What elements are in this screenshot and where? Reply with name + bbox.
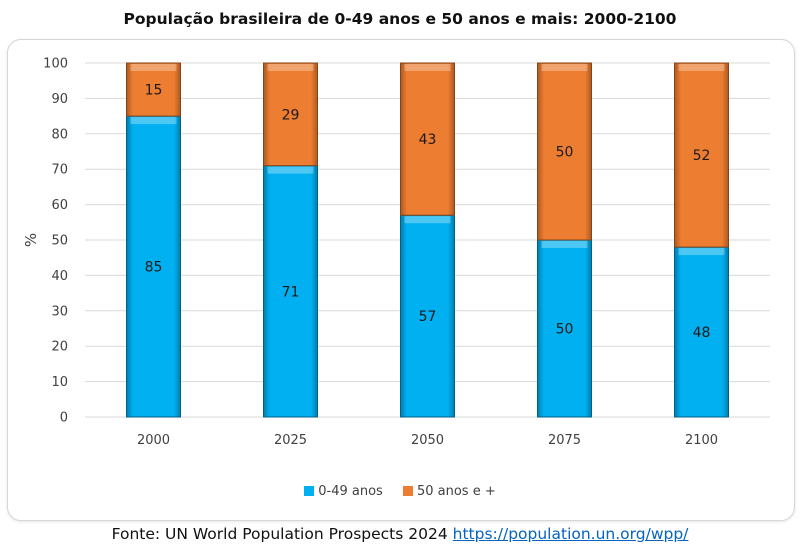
bar-highlight-0-49-anos-2000 (130, 117, 177, 125)
x-tick-label-2075: 2075 (548, 433, 581, 448)
bar-0-49-anos-2100 (674, 246, 729, 418)
y-tick-label-50: 50 (51, 234, 68, 249)
bar-highlight-50-anos-e-mais-2050 (404, 64, 451, 71)
y-tick-label-30: 30 (51, 304, 68, 319)
bar-highlight-0-49-anos-2075 (541, 241, 588, 248)
bar-highlight-0-49-anos-2050 (404, 216, 451, 224)
source-text: Fonte: UN World Population Prospects 202… (111, 525, 448, 543)
y-tick-label-60: 60 (51, 198, 68, 213)
legend-label-0-49-anos: 0-49 anos (318, 484, 383, 499)
x-tick-label-2100: 2100 (685, 433, 718, 448)
bar-0-49-anos-2050 (400, 214, 455, 418)
bar-highlight-50-anos-e-mais-2100 (678, 64, 725, 71)
y-axis-label: % (22, 233, 40, 247)
y-tick-label-90: 90 (51, 92, 68, 107)
legend-swatch-50-anos-e-mais (402, 486, 413, 496)
y-tick-label-70: 70 (51, 163, 68, 178)
bar-highlight-50-anos-e-mais-2075 (541, 64, 588, 71)
bar-0-49-anos-2025 (263, 165, 318, 418)
data-label-0-49-anos-2050: 57 (419, 309, 437, 325)
bar-highlight-0-49-anos-2025 (267, 166, 314, 174)
chart-legend: 0-49 anos 50 anos e + (0, 484, 800, 499)
bar-50-anos-e-mais-2075 (537, 62, 592, 241)
bar-50-anos-e-mais-2000 (126, 62, 181, 117)
data-label-50-anos-e-mais-2000: 15 (145, 83, 163, 99)
y-tick-label-20: 20 (51, 340, 68, 355)
data-label-0-49-anos-2075: 50 (556, 322, 574, 338)
data-label-50-anos-e-mais-2050: 43 (419, 132, 437, 148)
data-label-50-anos-e-mais-2100: 52 (693, 148, 711, 164)
legend-item-50-anos-e-mais: 50 anos e + (402, 484, 496, 499)
data-label-0-49-anos-2025: 71 (282, 284, 300, 300)
bar-highlight-50-anos-e-mais-2000 (130, 64, 177, 71)
legend-item-0-49-anos: 0-49 anos (304, 484, 383, 499)
x-tick-label-2000: 2000 (137, 433, 170, 448)
x-tick-label-2025: 2025 (274, 433, 307, 448)
chart-title: População brasileira de 0-49 anos e 50 a… (123, 10, 677, 28)
y-tick-label-80: 80 (51, 127, 68, 142)
y-tick-label-100: 100 (43, 57, 68, 72)
data-label-0-49-anos-2100: 48 (693, 325, 711, 341)
legend-swatch-0-49-anos (304, 486, 315, 496)
y-tick-label-10: 10 (51, 375, 68, 390)
source-link[interactable]: https://population.un.org/wpp/ (452, 525, 689, 543)
bar-50-anos-e-mais-2025 (263, 62, 318, 167)
data-label-50-anos-e-mais-2025: 29 (282, 107, 300, 123)
bar-0-49-anos-2000 (126, 115, 181, 418)
bar-highlight-50-anos-e-mais-2025 (267, 64, 314, 71)
bar-50-anos-e-mais-2100 (674, 62, 729, 248)
x-tick-label-2050: 2050 (411, 433, 444, 448)
source-note: Fonte: UN World Population Prospects 202… (0, 525, 800, 543)
bar-highlight-0-49-anos-2100 (678, 248, 725, 256)
y-tick-label-40: 40 (51, 269, 68, 284)
legend-label-50-anos-e-mais: 50 anos e + (416, 484, 496, 499)
data-label-0-49-anos-2000: 85 (145, 260, 163, 276)
data-label-50-anos-e-mais-2075: 50 (556, 145, 574, 161)
y-tick-label-0: 0 (60, 411, 68, 426)
bar-50-anos-e-mais-2050 (400, 62, 455, 216)
